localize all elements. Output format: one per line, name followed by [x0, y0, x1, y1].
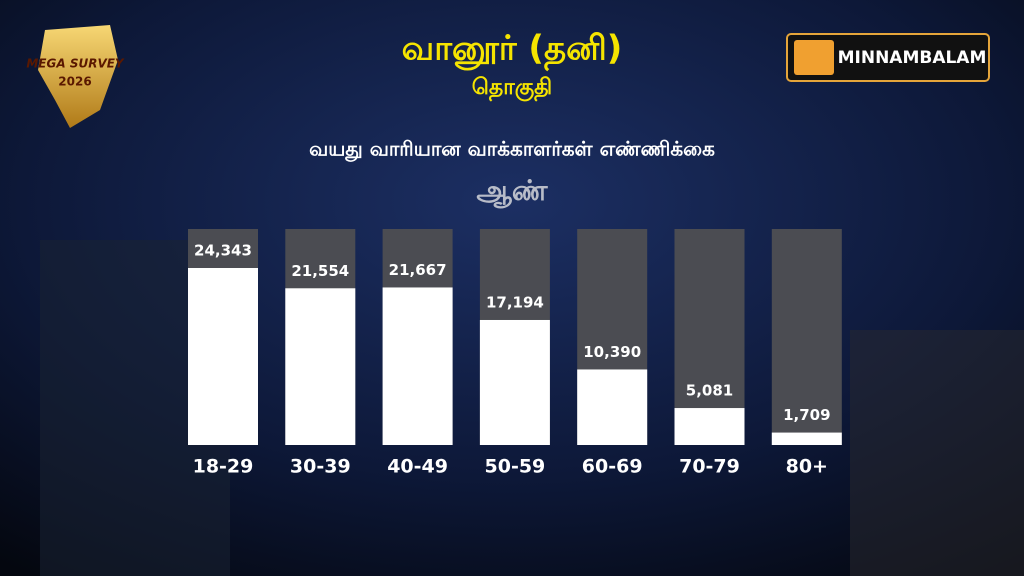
bar	[188, 268, 258, 445]
value-label: 10,390	[583, 343, 641, 361]
hand-silhouette	[850, 330, 1024, 576]
x-tick-label: 40-49	[387, 456, 448, 478]
chart-title: வானூர் (தனி)	[402, 29, 623, 72]
logo-icon	[794, 40, 834, 75]
badge-year: 2026	[58, 75, 91, 89]
value-label: 21,667	[389, 261, 447, 279]
chart-subtitle: தொகுதி	[472, 75, 552, 102]
bar	[285, 288, 356, 445]
bar	[577, 369, 648, 445]
value-label: 21,554	[291, 262, 349, 280]
bar-track	[771, 229, 842, 445]
chart-caption: வயது வாரியான வாக்காளர்கள் எண்ணிக்கை	[309, 137, 715, 163]
badge-text: MEGA SURVEY	[26, 57, 125, 71]
logo-text: MINNAMBALAM	[838, 48, 987, 68]
x-tick-label: 80+	[786, 456, 828, 478]
x-tick-label: 50-59	[485, 456, 546, 478]
bar	[771, 432, 842, 445]
value-label: 24,343	[194, 242, 252, 260]
bar	[382, 287, 453, 445]
x-tick-label: 30-39	[290, 456, 351, 478]
value-label: 17,194	[486, 293, 544, 311]
bar	[674, 408, 745, 445]
bar	[479, 319, 550, 445]
x-tick-label: 60-69	[582, 456, 643, 478]
badge-map	[38, 25, 118, 128]
value-label: 1,709	[783, 406, 830, 424]
x-tick-label: 70-79	[679, 456, 740, 478]
x-tick-label: 18-29	[193, 456, 254, 478]
survey-badge: MEGA SURVEY 2026	[26, 25, 125, 128]
series-label: ஆண்	[476, 174, 547, 209]
logo: MINNAMBALAM	[786, 33, 990, 82]
value-label: 5,081	[686, 382, 733, 400]
logo-frame	[786, 33, 990, 82]
